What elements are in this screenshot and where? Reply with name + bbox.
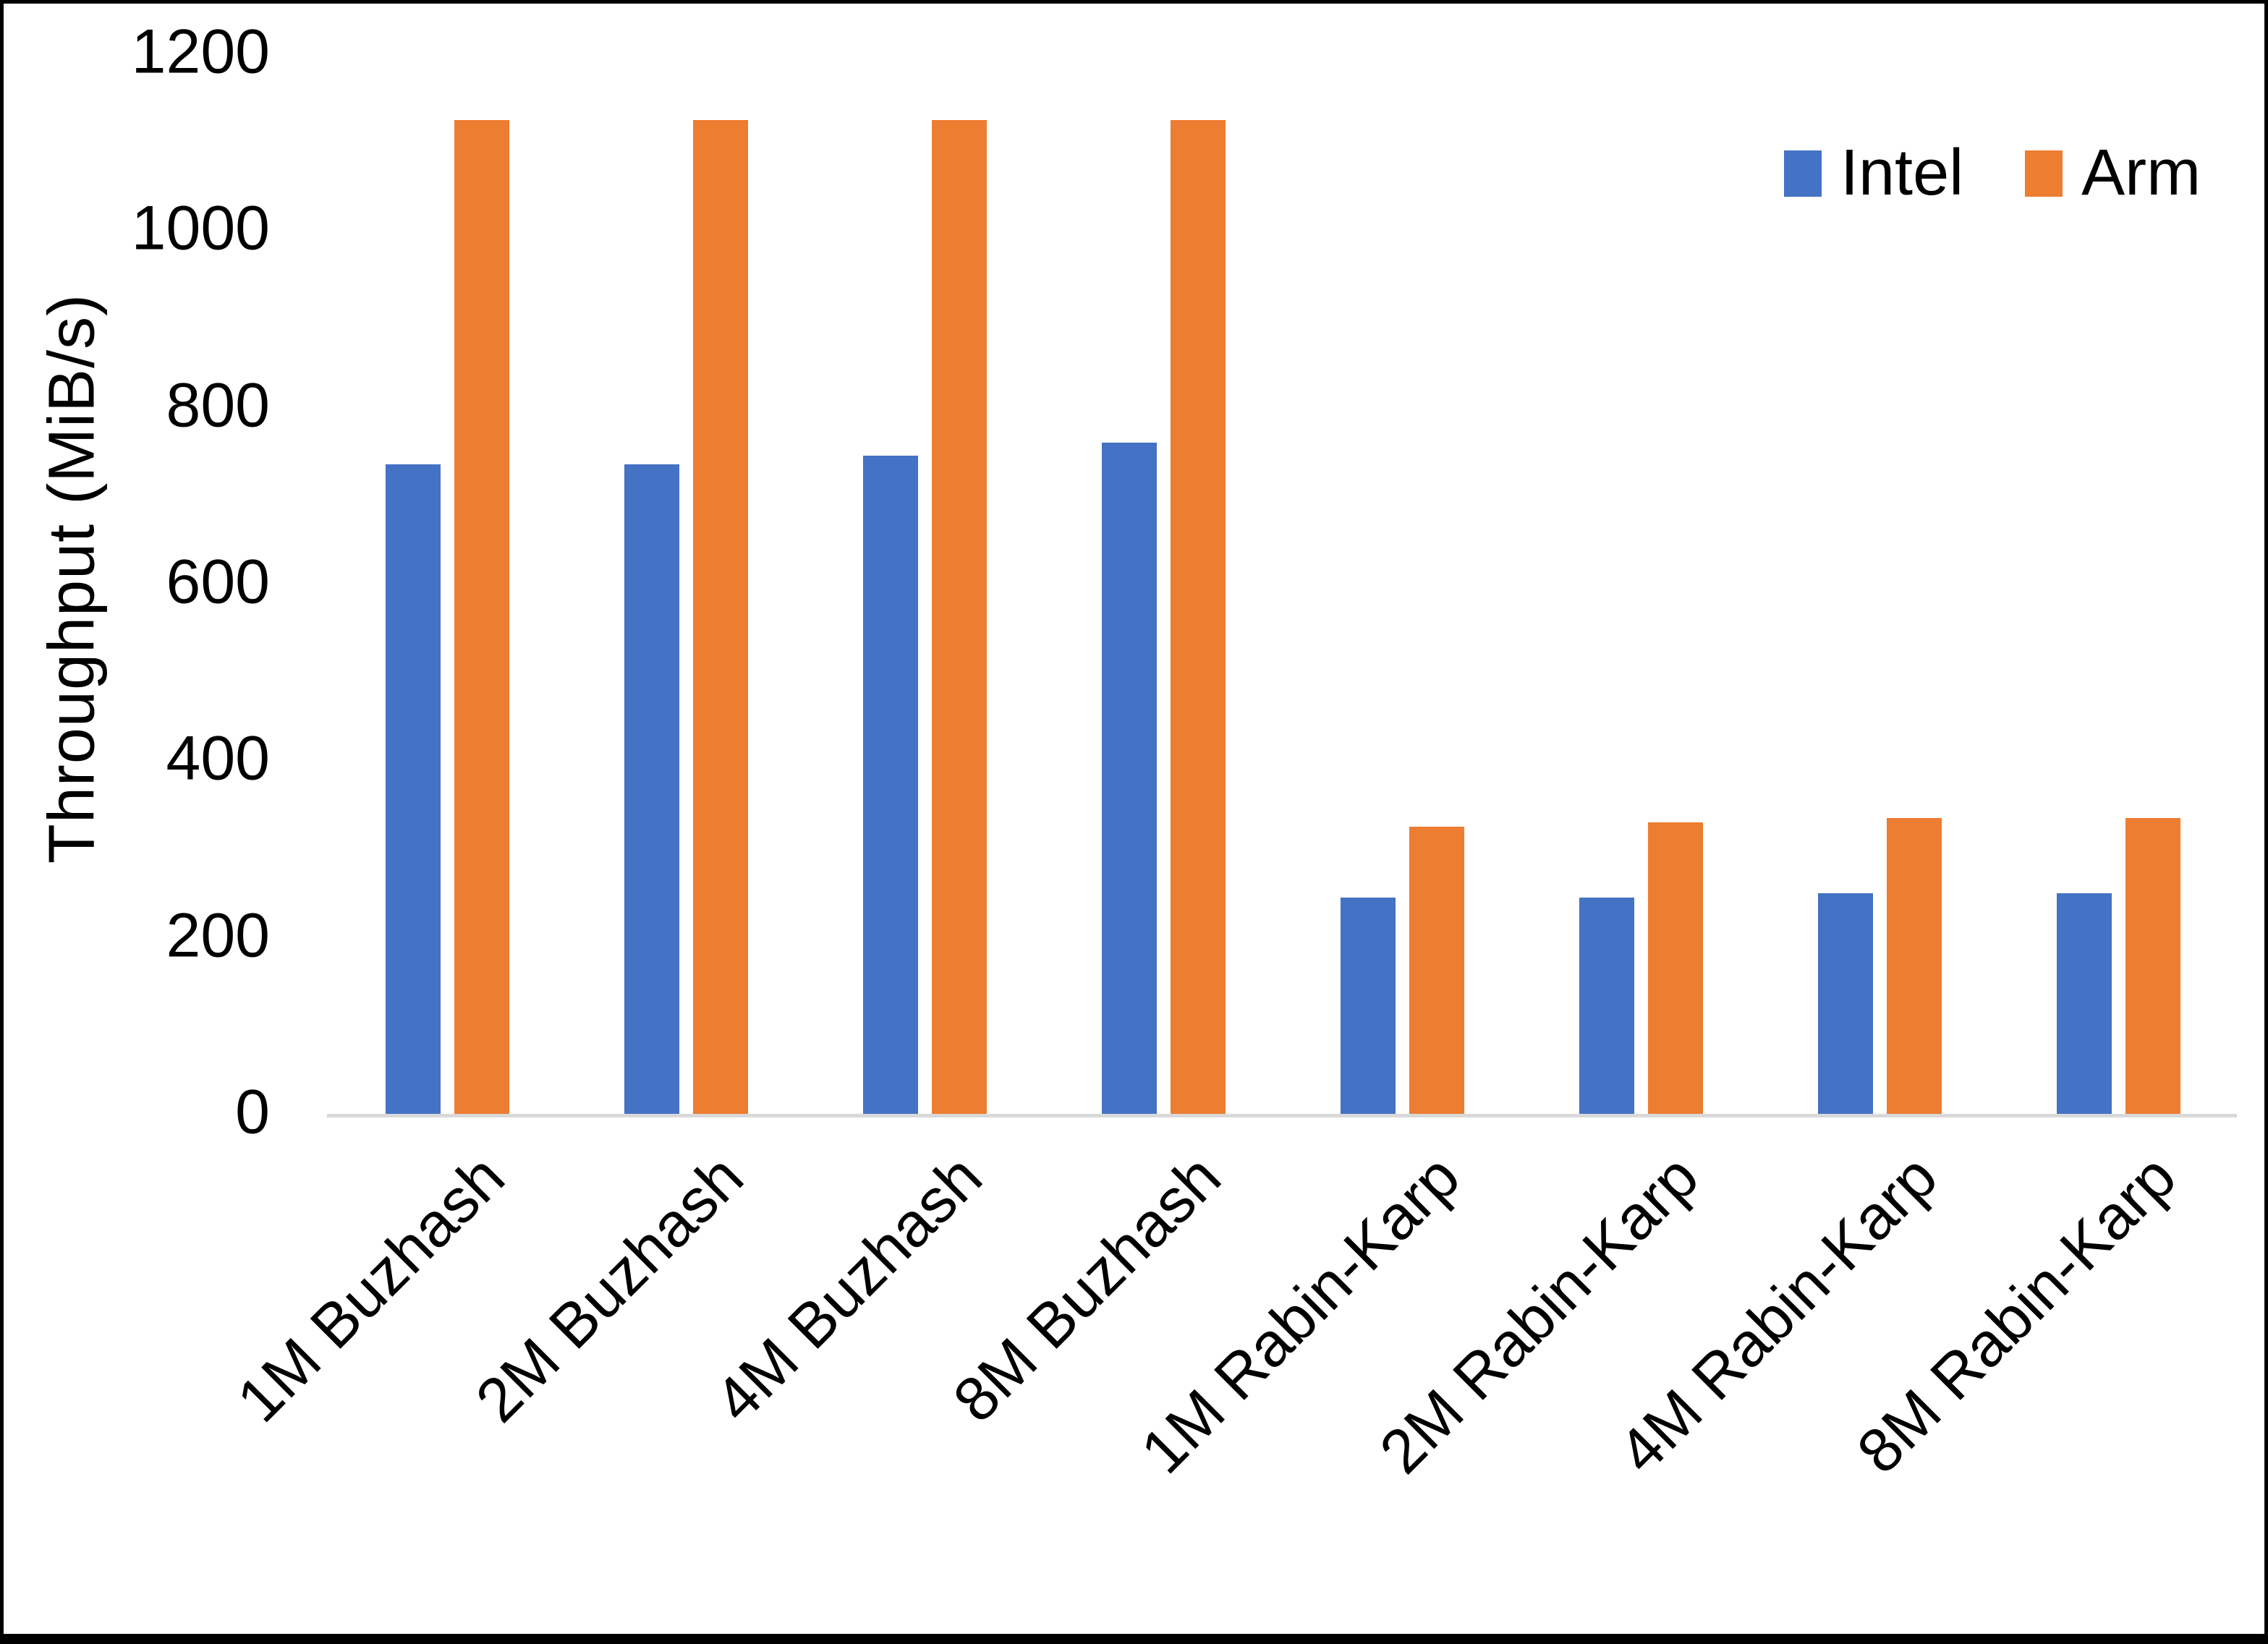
x-axis-line: [327, 1114, 2237, 1117]
legend-item-intel: Intel: [1784, 136, 1963, 210]
legend-item-arm: Arm: [2025, 136, 2201, 210]
bar-intel-2m-rabin-karp: [1579, 898, 1634, 1114]
bar-arm-4m-rabin-karp: [1887, 818, 1942, 1114]
y-tick-label: 600: [166, 547, 271, 617]
legend-swatch-arm: [2025, 150, 2063, 197]
legend: Intel Arm: [1784, 136, 2201, 210]
y-tick-label: 1200: [131, 17, 270, 87]
bar-arm-1m-rabin-karp: [1409, 827, 1464, 1114]
bar-intel-2m-buzhash: [624, 464, 679, 1114]
y-tick-label: 800: [166, 370, 271, 440]
bar-arm-2m-rabin-karp: [1648, 822, 1703, 1114]
y-tick-label: 0: [235, 1077, 270, 1147]
y-tick-label: 400: [166, 723, 271, 793]
bar-intel-4m-rabin-karp: [1818, 893, 1873, 1114]
legend-swatch-intel: [1784, 150, 1822, 197]
bar-intel-1m-buzhash: [386, 464, 441, 1114]
bar-intel-8m-buzhash: [1102, 443, 1157, 1114]
bar-arm-8m-buzhash: [1171, 120, 1226, 1114]
bar-arm-1m-buzhash: [454, 120, 509, 1114]
bar-intel-1m-rabin-karp: [1341, 898, 1396, 1114]
bar-arm-2m-buzhash: [693, 120, 748, 1114]
y-axis-title: Throughput (MiB/s): [35, 293, 109, 864]
y-tick-label: 200: [166, 900, 271, 971]
legend-label: Arm: [2081, 137, 2201, 209]
y-tick-label: 1000: [131, 193, 270, 263]
plot-area: [327, 55, 2237, 1117]
legend-label: Intel: [1840, 137, 1964, 209]
bar-intel-4m-buzhash: [863, 456, 918, 1114]
bar-arm-4m-buzhash: [932, 120, 987, 1114]
bar-intel-8m-rabin-karp: [2057, 893, 2112, 1114]
bar-arm-8m-rabin-karp: [2125, 818, 2180, 1114]
